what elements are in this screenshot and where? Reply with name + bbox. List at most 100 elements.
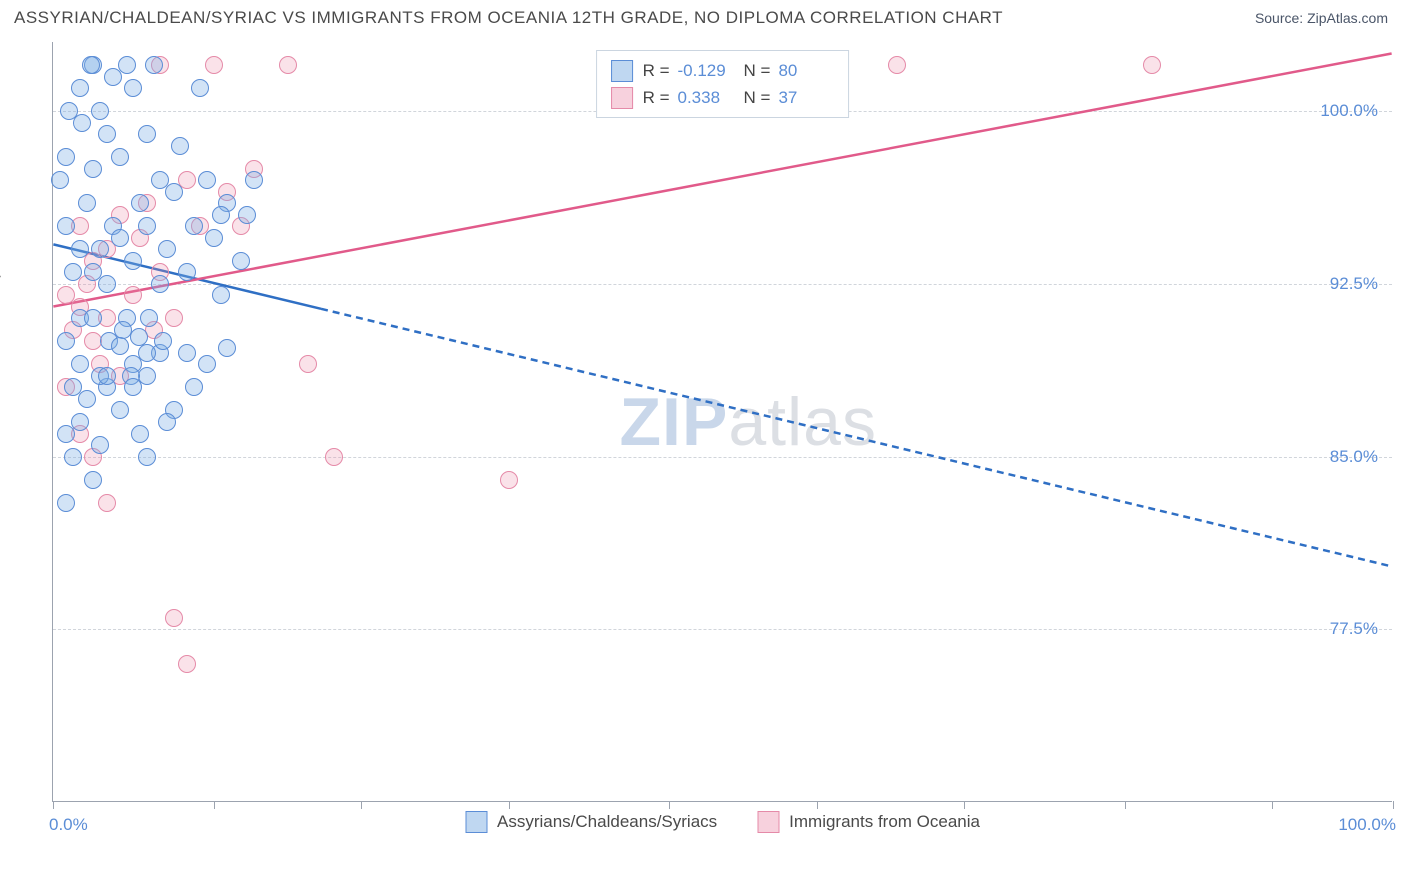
x-tick <box>361 801 362 809</box>
data-point-blue <box>98 125 116 143</box>
y-tick-label: 77.5% <box>1330 619 1378 639</box>
legend-swatch-blue <box>611 60 633 82</box>
data-point-blue <box>165 183 183 201</box>
data-point-blue <box>131 425 149 443</box>
data-point-blue <box>111 337 129 355</box>
data-point-blue <box>98 275 116 293</box>
y-tick-label: 85.0% <box>1330 447 1378 467</box>
data-point-pink <box>165 609 183 627</box>
data-point-blue <box>140 309 158 327</box>
x-tick <box>214 801 215 809</box>
legend-label-blue: Assyrians/Chaldeans/Syriacs <box>497 812 717 832</box>
data-point-pink <box>279 56 297 74</box>
data-point-pink <box>124 286 142 304</box>
n-label: N = <box>744 57 771 84</box>
gridline <box>53 284 1392 285</box>
data-point-blue <box>111 401 129 419</box>
chart-title: ASSYRIAN/CHALDEAN/SYRIAC VS IMMIGRANTS F… <box>14 8 1003 28</box>
data-point-blue <box>91 102 109 120</box>
data-point-blue <box>82 56 100 74</box>
data-point-blue <box>238 206 256 224</box>
data-point-blue <box>111 229 129 247</box>
y-tick-label: 100.0% <box>1320 101 1378 121</box>
n-value-blue: 80 <box>778 57 834 84</box>
y-tick-label: 92.5% <box>1330 274 1378 294</box>
data-point-blue <box>191 79 209 97</box>
data-point-pink <box>98 494 116 512</box>
data-point-blue <box>124 378 142 396</box>
data-point-blue <box>98 367 116 385</box>
data-point-pink <box>165 309 183 327</box>
x-tick <box>1393 801 1394 809</box>
legend-swatch-blue <box>465 811 487 833</box>
data-point-blue <box>138 344 156 362</box>
data-point-blue <box>158 240 176 258</box>
data-point-pink <box>178 655 196 673</box>
x-tick <box>817 801 818 809</box>
data-point-blue <box>245 171 263 189</box>
r-label: R = <box>643 84 670 111</box>
data-point-blue <box>185 217 203 235</box>
source-prefix: Source: <box>1255 10 1307 26</box>
data-point-blue <box>57 148 75 166</box>
watermark-rest: atlas <box>728 384 877 460</box>
data-point-blue <box>71 355 89 373</box>
data-point-blue <box>71 413 89 431</box>
data-point-blue <box>84 160 102 178</box>
data-point-blue <box>78 390 96 408</box>
data-point-blue <box>71 240 89 258</box>
x-tick <box>669 801 670 809</box>
data-point-blue <box>84 471 102 489</box>
data-point-pink <box>325 448 343 466</box>
data-point-blue <box>232 252 250 270</box>
data-point-blue <box>78 194 96 212</box>
data-point-blue <box>131 194 149 212</box>
data-point-pink <box>299 355 317 373</box>
trend-lines <box>53 42 1392 801</box>
y-axis-title: 12th Grade, No Diploma <box>0 232 2 415</box>
data-point-blue <box>91 436 109 454</box>
series-legend: Assyrians/Chaldeans/Syriacs Immigrants f… <box>465 811 980 833</box>
gridline <box>53 629 1392 630</box>
x-axis-max-label: 100.0% <box>1338 815 1396 835</box>
data-point-blue <box>118 56 136 74</box>
data-point-blue <box>151 275 169 293</box>
data-point-blue <box>138 217 156 235</box>
source-link[interactable]: ZipAtlas.com <box>1307 10 1388 26</box>
x-tick <box>1272 801 1273 809</box>
data-point-blue <box>198 171 216 189</box>
data-point-pink <box>888 56 906 74</box>
watermark-bold: ZIP <box>620 384 729 460</box>
data-point-blue <box>111 148 129 166</box>
chart-container: 12th Grade, No Diploma ZIPatlas 100.0%92… <box>14 42 1392 842</box>
x-tick <box>1125 801 1126 809</box>
x-tick <box>53 801 54 809</box>
data-point-blue <box>212 206 230 224</box>
legend-row-blue: R = -0.129 N = 80 <box>611 57 835 84</box>
data-point-blue <box>73 114 91 132</box>
legend-label-pink: Immigrants from Oceania <box>789 812 980 832</box>
data-point-blue <box>198 355 216 373</box>
watermark: ZIPatlas <box>620 383 877 461</box>
data-point-blue <box>212 286 230 304</box>
data-point-blue <box>51 171 69 189</box>
source-attribution: Source: ZipAtlas.com <box>1255 10 1388 26</box>
data-point-pink <box>500 471 518 489</box>
data-point-blue <box>124 79 142 97</box>
data-point-blue <box>185 378 203 396</box>
data-point-blue <box>178 263 196 281</box>
legend-item-pink: Immigrants from Oceania <box>757 811 980 833</box>
x-axis-min-label: 0.0% <box>49 815 88 835</box>
x-tick <box>509 801 510 809</box>
gridline <box>53 457 1392 458</box>
legend-swatch-pink <box>611 87 633 109</box>
data-point-blue <box>57 494 75 512</box>
data-point-blue <box>171 137 189 155</box>
r-label: R = <box>643 57 670 84</box>
data-point-blue <box>158 413 176 431</box>
data-point-blue <box>71 79 89 97</box>
legend-swatch-pink <box>757 811 779 833</box>
data-point-pink <box>1143 56 1161 74</box>
data-point-blue <box>84 309 102 327</box>
data-point-blue <box>205 229 223 247</box>
